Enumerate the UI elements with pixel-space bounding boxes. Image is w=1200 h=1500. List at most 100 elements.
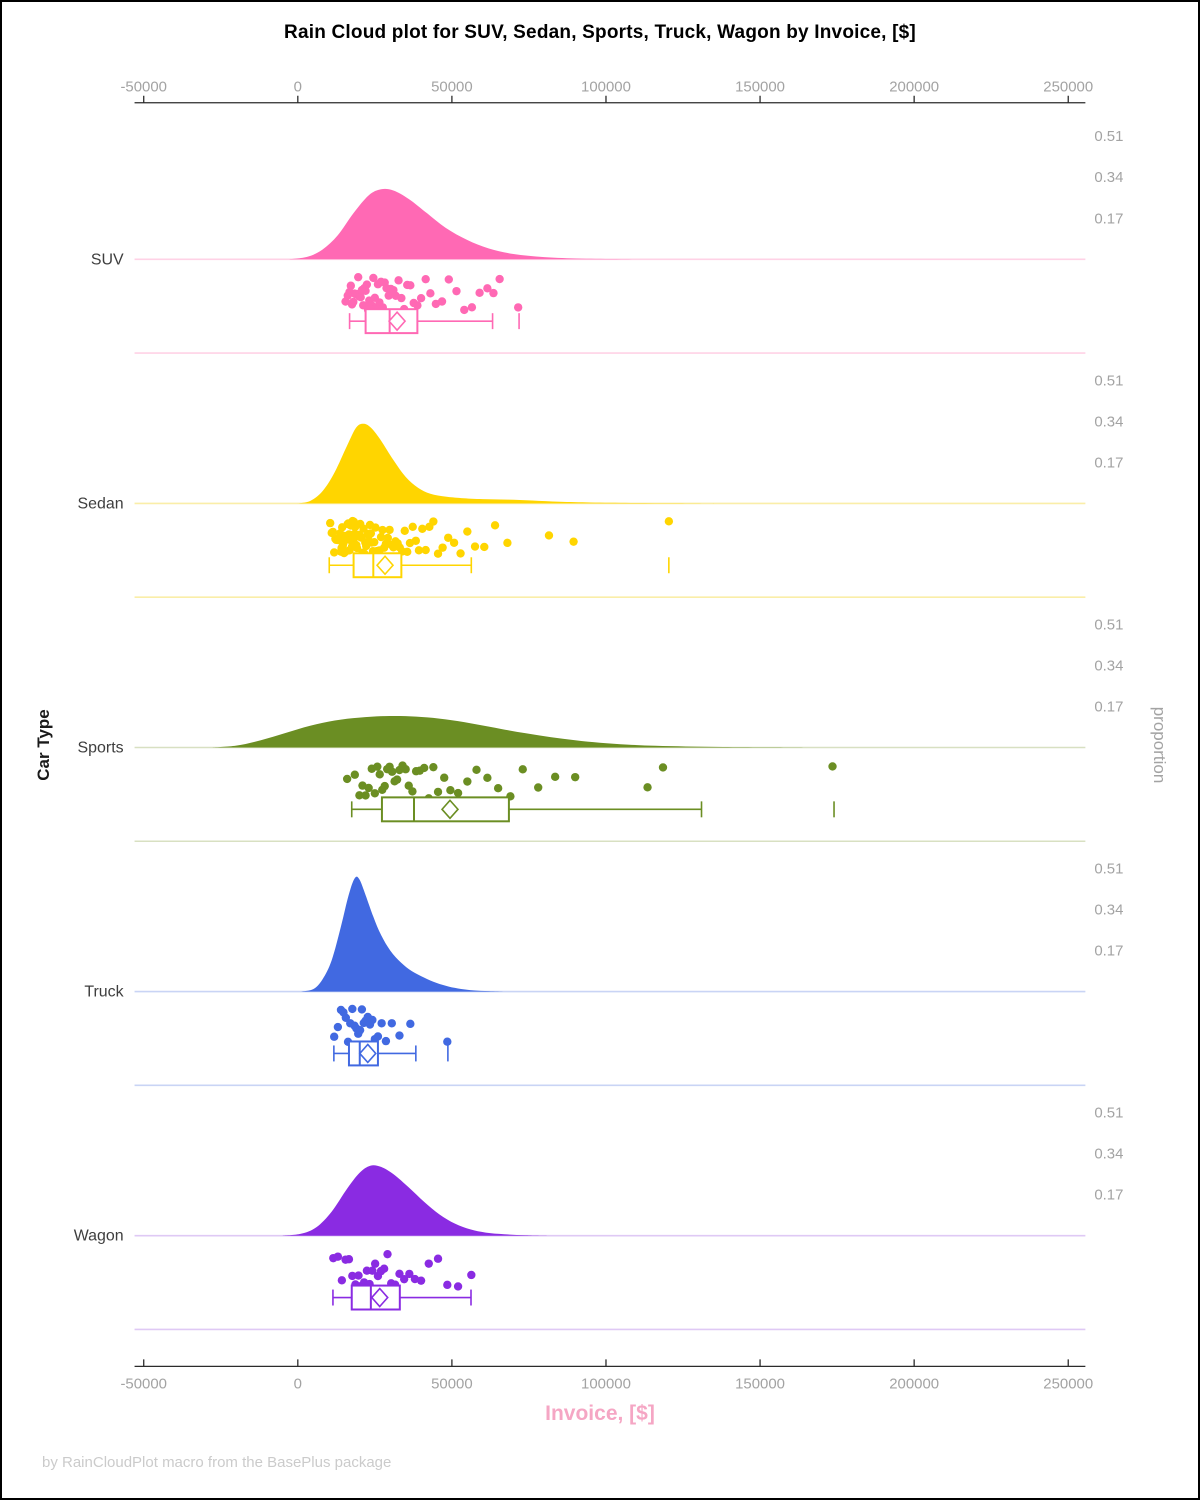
x-axis-top-tick-label: 150000 [735,79,785,96]
rain-point [330,548,339,557]
rain-point [362,280,372,289]
x-axis-bottom-tick-label: -50000 [120,1375,167,1392]
rain-point [421,274,430,284]
rain-point [352,543,362,553]
rain-point [364,783,373,793]
rain-point [379,1264,389,1273]
rain-point [387,1019,396,1028]
box-mean-diamond [370,1287,389,1308]
rain-point [369,273,378,283]
category-label-wagon: Wagon [74,1228,124,1245]
density-area-suv [288,188,668,260]
proportion-tick-label: 0.34 [1094,1146,1123,1163]
rain-point [463,527,472,536]
x-axis-bottom-tick-label: 150000 [735,1375,785,1392]
x-axis-top-tick-label: 0 [294,79,302,96]
rain-point [387,767,397,776]
rain-point [397,293,406,303]
x-axis-bottom-tick-label: 250000 [1043,1375,1093,1392]
density-area-sports [211,715,807,748]
rain-point [356,293,365,302]
rain-point [361,286,370,296]
proportion-tick-label: 0.51 [1094,616,1123,633]
category-label-sports: Sports [78,739,124,756]
rain-point [443,1280,452,1290]
rain-point [437,297,447,306]
rain-point [399,1274,409,1284]
rain-point [349,297,358,307]
rain-point [463,777,472,786]
proportion-tick-label: 0.17 [1094,943,1123,960]
rain-point [375,770,384,779]
rain-point [426,289,435,298]
rain-point [444,275,453,284]
rain-point [416,294,426,303]
rain-point [446,786,455,795]
rain-point [395,1031,404,1040]
x-axis-top-tick-label: 50000 [431,79,473,96]
rain-point [355,1025,365,1035]
category-label-sedan: Sedan [78,495,124,512]
rain-point [384,291,393,300]
rain-point [371,523,380,532]
rain-point [483,773,492,783]
rain-point [376,532,386,542]
rain-point [413,301,422,310]
rain-point [550,772,560,782]
rain-point [326,518,335,528]
rain-point [406,1019,415,1029]
rain-point [357,1005,367,1014]
box-mean-diamond [358,1043,377,1064]
rain-point [503,538,512,548]
rain-point [658,763,668,772]
rain-point [433,787,443,797]
rain-point [408,522,417,531]
rain-point [438,543,447,552]
rain-point [452,286,461,296]
rain-point [440,773,449,782]
rain-point [383,1249,392,1259]
rain-point [394,276,403,285]
rain-point [467,1270,476,1280]
rain-point [643,783,652,792]
rain-point [544,531,554,540]
proportion-tick-label: 0.51 [1094,1105,1123,1122]
x-axis-top-tick-label: -50000 [120,79,167,96]
proportion-tick-label: 0.34 [1094,902,1123,919]
rain-point [495,274,504,284]
x-axis-top: -50000 0 50000 100000 150000 200000 250000 [120,79,1093,104]
rain-point [408,787,417,796]
rain-point [475,288,484,298]
proportion-tick-label: 0.17 [1094,210,1123,227]
rain-point [361,791,370,800]
rain-point [570,772,580,782]
rain-point [380,781,389,791]
rain-point [406,281,415,290]
proportion-tick-label: 0.17 [1094,698,1123,715]
y-axis-title: Car Type [34,709,53,781]
rain-point [373,1032,383,1041]
rain-point [342,774,352,784]
rain-point [424,1259,433,1268]
rain-point [348,1004,357,1014]
rain-point [370,789,380,798]
rain-point [472,765,481,775]
x-axis-bottom-tick-label: 100000 [581,1375,631,1392]
category-label-truck: Truck [84,984,123,1001]
x-axis-bottom: -50000 0 50000 100000 150000 200000 250000 [120,1359,1093,1392]
rain-point [518,765,527,774]
rain-point [489,288,498,298]
panel-truck: 0.17 0.34 0.51 Truck [84,860,1123,1087]
box-mean-diamond [440,799,460,820]
rain-point [330,1032,339,1041]
rain-point [401,765,410,774]
proportion-tick-label: 0.51 [1094,860,1123,877]
rain-point [381,1036,391,1046]
rain-point [377,1019,386,1028]
proportion-tick-label: 0.34 [1094,169,1123,186]
rain-point [368,1015,377,1025]
rain-point [344,1255,354,1264]
rain-point [403,547,412,557]
rain-point [348,1271,357,1281]
rain-point [333,1252,343,1261]
